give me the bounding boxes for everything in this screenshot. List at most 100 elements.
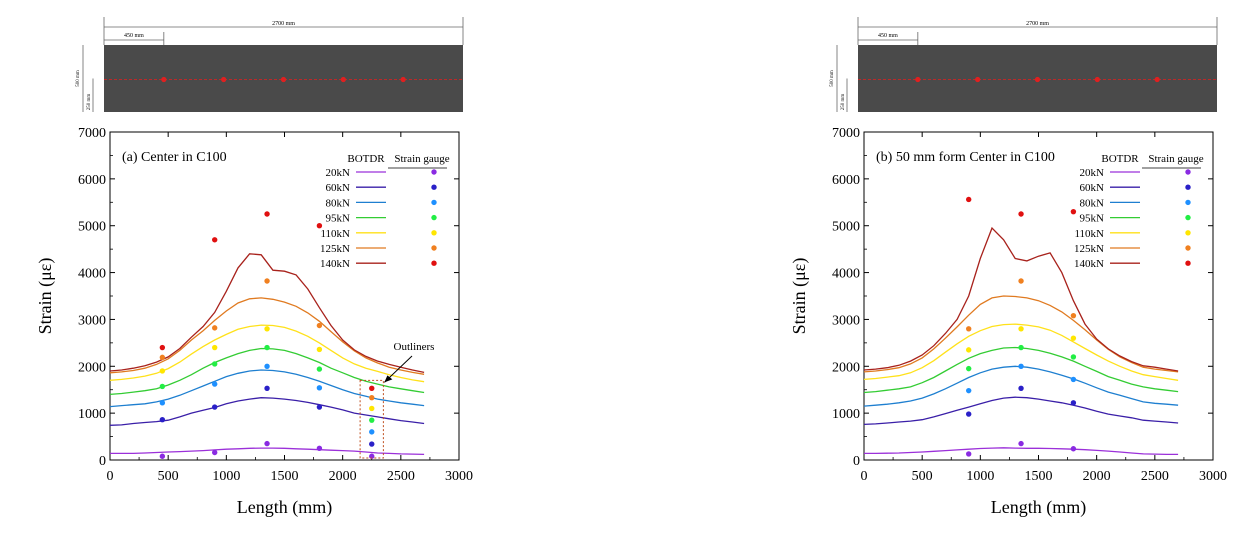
strain-gauge-marker (1154, 76, 1160, 83)
x-tick-label: 1500 (1025, 469, 1053, 484)
strain-gauge-point-60kN (1018, 385, 1024, 392)
strain-gauge-point-60kN (264, 385, 270, 392)
strain-gauge-point-20kN (1018, 440, 1024, 447)
legend-label-60kN: 60kN (1080, 182, 1105, 194)
strain-gauge-point-125kN (316, 322, 323, 329)
strain-gauge-point-140kN (1018, 211, 1024, 217)
legend-point-60kN (1185, 184, 1191, 190)
series-line-110kN (109, 324, 425, 383)
legend-point-20kN (1185, 169, 1191, 175)
series-line-125kN (863, 295, 1179, 373)
total-length-label: 2700 mm (272, 21, 295, 27)
strain-gauge-point-125kN (159, 354, 166, 361)
y-tick-label: 4000 (832, 267, 860, 282)
x-axis-label: Length (mm) (991, 497, 1086, 518)
strain-gauge-point-80kN (369, 429, 375, 435)
x-tick-label: 1500 (271, 469, 299, 484)
legend-point-110kN (1185, 230, 1191, 236)
plot-frame (109, 131, 460, 461)
outliners-box (359, 379, 384, 459)
strain-gauge-marker (340, 76, 346, 83)
x-tick-label: 0 (107, 469, 114, 484)
strain-gauge-point-110kN (212, 344, 218, 351)
legend-label-20kN: 20kN (1080, 167, 1105, 179)
strain-gauge-point-125kN (369, 394, 375, 401)
strain-gauge-point-60kN (316, 404, 323, 410)
legend-label-110kN: 110kN (1074, 228, 1104, 240)
strain-gauge-point-110kN (1018, 326, 1024, 332)
strain-gauge-marker (975, 76, 981, 83)
x-tick-label: 500 (912, 469, 933, 484)
strain-gauge-point-95kN (212, 361, 218, 367)
chart: 0 500 1000 1500 2000 2500 3000 0 1000 2000 3000 400… (789, 126, 1227, 518)
legend-point-20kN (431, 169, 437, 175)
legend-label-140kN: 140kN (1074, 258, 1104, 270)
spacing-label: 450 mm (124, 33, 144, 39)
strain-gauge-point-95kN (264, 344, 270, 351)
strain-gauge-point-20kN (966, 451, 972, 457)
strain-gauge-point-110kN (264, 326, 270, 332)
strain-gauge-point-95kN (159, 383, 166, 390)
series-line-20kN (110, 447, 425, 456)
strain-gauge-marker (280, 76, 287, 83)
strain-gauge-point-140kN (966, 196, 972, 203)
y-tick-label: 5000 (78, 220, 106, 235)
x-tick-label: 1000 (212, 469, 240, 484)
y-tick-label: 0 (853, 454, 860, 469)
legend-header-botdr: BOTDR (1101, 153, 1139, 165)
legend-header-strain-gauge: Strain gauge (1148, 153, 1203, 165)
strain-gauge-point-95kN (1018, 344, 1024, 351)
y-tick-label: 2000 (78, 360, 106, 375)
strain-gauge-marker (221, 76, 227, 83)
strain-gauge-point-60kN (966, 411, 972, 417)
strain-gauge-point-140kN (316, 223, 323, 229)
legend-point-125kN (1185, 245, 1191, 251)
panel-b: 2700 mm 450 mm 500 mm 250 mm 0 500 1000 1500 200… (789, 17, 1227, 518)
legend-label-95kN: 95kN (326, 213, 351, 225)
series-line-140kN (863, 226, 1179, 372)
legend-label-80kN: 80kN (1080, 197, 1105, 209)
series-line-60kN (863, 396, 1179, 426)
strain-gauge-point-140kN (264, 211, 270, 217)
strain-gauge-point-140kN (159, 344, 166, 351)
strain-gauge-point-20kN (1070, 446, 1077, 452)
legend: BOTDR Strain gauge 20kN 60kN 80kN 95kN 110kN 12… (1074, 153, 1204, 270)
legend-point-140kN (431, 260, 437, 266)
strain-gauge-point-20kN (264, 440, 270, 447)
beam-schematic: 2700 mm 450 mm 500 mm 250 mm (830, 17, 1218, 112)
strain-gauge-point-95kN (369, 417, 375, 423)
y-tick-label: 7000 (78, 126, 106, 141)
y-tick-label: 4000 (78, 267, 106, 282)
legend-label-20kN: 20kN (326, 167, 351, 179)
strain-gauge-point-125kN (966, 326, 972, 332)
half-height-label: 250 mm (87, 94, 92, 111)
legend-point-95kN (1185, 214, 1191, 221)
legend-point-140kN (1185, 260, 1191, 266)
strain-gauge-point-140kN (212, 237, 218, 243)
strain-gauge-point-110kN (316, 346, 323, 353)
legend-label-95kN: 95kN (1080, 213, 1105, 225)
series-line-140kN (109, 253, 425, 374)
strain-gauge-point-60kN (159, 417, 166, 423)
legend-point-110kN (431, 230, 437, 236)
outliners-annotation: Outliners (359, 341, 434, 459)
strain-gauge-point-80kN (212, 381, 218, 387)
strain-gauge-point-95kN (1070, 354, 1077, 360)
strain-gauge-point-80kN (1018, 363, 1024, 369)
x-tick-label: 0 (861, 469, 868, 484)
y-axis-label: Strain (με) (35, 258, 56, 335)
plot-frame (863, 131, 1214, 461)
strain-gauge-marker (915, 76, 921, 83)
y-tick-label: 3000 (78, 313, 106, 328)
strain-gauge-point-80kN (316, 385, 323, 391)
strain-gauge-point-110kN (966, 347, 972, 353)
strain-gauge-point-20kN (212, 449, 218, 456)
legend-point-60kN (431, 184, 437, 190)
strain-gauge-marker (161, 76, 167, 83)
strain-gauge-marker (1034, 76, 1041, 83)
strain-gauge-point-60kN (369, 441, 375, 447)
y-tick-label: 6000 (832, 173, 860, 188)
y-axis-label: Strain (με) (789, 258, 810, 335)
strain-gauge-point-110kN (1070, 335, 1077, 341)
